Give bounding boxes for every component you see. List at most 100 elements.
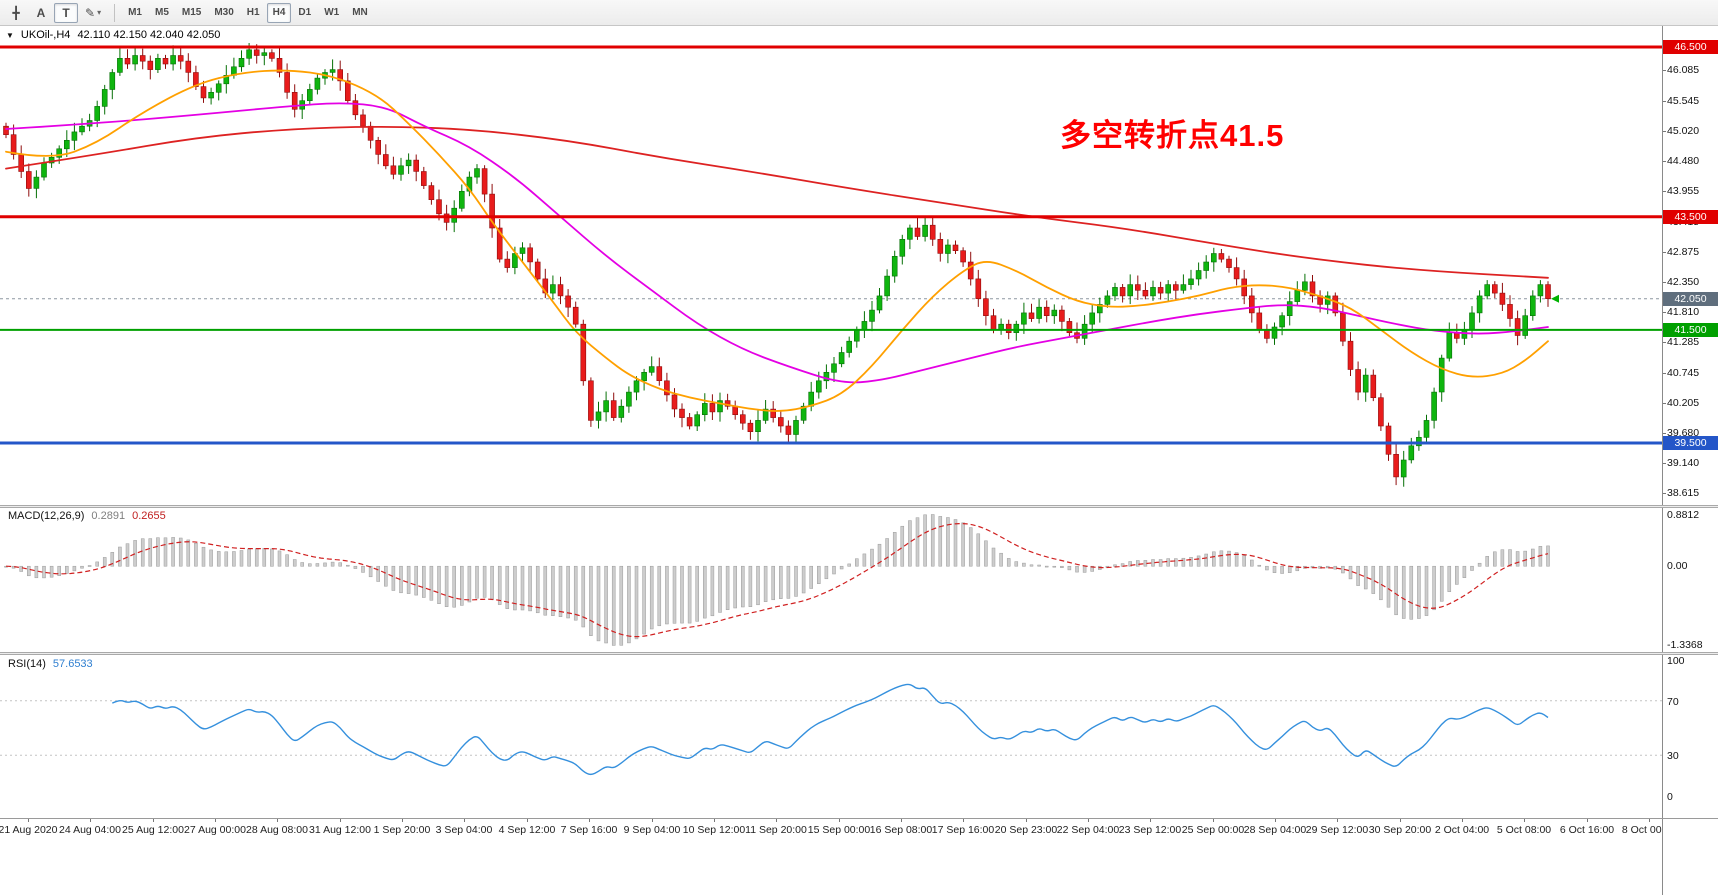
- macd-signal-value: 0.2655: [132, 510, 166, 522]
- timeframe-d1[interactable]: D1: [298, 7, 312, 18]
- axis-tick-mark: [1663, 131, 1666, 132]
- price-tick-label: 40.745: [1667, 366, 1700, 379]
- toolbar-label-tool[interactable]: T: [54, 2, 78, 23]
- price-level-badge: 39.500: [1663, 435, 1718, 450]
- toolbar-crosshair-tool[interactable]: ╋: [4, 3, 28, 23]
- axis-tick-mark: [1663, 463, 1666, 464]
- price-level-badge: 46.500: [1663, 40, 1718, 54]
- timeframe-m15[interactable]: M15: [181, 7, 202, 18]
- rsi-axis-label: 100: [1667, 655, 1685, 667]
- time-axis-label: 30 Sep 20:00: [1368, 824, 1432, 836]
- macd-axis-label: -1.3368: [1667, 639, 1703, 651]
- toolbar-drawing-tools-dropdown[interactable]: ✎ ▾: [79, 3, 107, 23]
- time-axis-label: 5 Oct 08:00: [1496, 824, 1552, 836]
- chart-title: ▼ UKOil-,H4 42.110 42.150 42.040 42.050: [6, 29, 220, 41]
- time-tick: [402, 818, 403, 822]
- toolbar-text-tool[interactable]: A: [29, 3, 53, 23]
- price-tick-label: 46.085: [1667, 64, 1700, 77]
- time-axis-label: 17 Sep 16:00: [931, 824, 995, 836]
- time-axis-label: 6 Oct 16:00: [1559, 824, 1615, 836]
- timeframe-m30[interactable]: M30: [214, 7, 234, 18]
- label-tool-icon: T: [62, 5, 70, 20]
- axis-tick-mark: [1663, 493, 1666, 494]
- timeframe-h1[interactable]: H1: [246, 7, 260, 18]
- time-tick: [1524, 818, 1525, 822]
- price-tick-label: 42.875: [1667, 246, 1700, 259]
- price-tick-label: 45.545: [1667, 95, 1700, 108]
- time-tick: [652, 818, 653, 822]
- time-axis-label: 10 Sep 12:00: [682, 824, 746, 836]
- timeframe-m1[interactable]: M1: [128, 7, 142, 18]
- chart-menu-icon[interactable]: ▼: [6, 30, 14, 40]
- time-tick: [1649, 818, 1650, 822]
- macd-main-value: 0.2891: [91, 510, 126, 522]
- time-axis-line: [0, 818, 1718, 819]
- time-tick: [1275, 818, 1276, 822]
- time-axis-label: 27 Aug 00:00: [184, 824, 246, 836]
- time-tick: [1400, 818, 1401, 822]
- panel-divider-macd[interactable]: [0, 505, 1718, 508]
- time-axis-label: 23 Sep 12:00: [1118, 824, 1182, 836]
- time-tick: [1150, 818, 1151, 822]
- price-tick-label: 43.955: [1667, 184, 1700, 197]
- panel-divider-rsi[interactable]: [0, 652, 1718, 655]
- time-tick: [1088, 818, 1089, 822]
- time-tick: [1462, 818, 1463, 822]
- price-tick-label: 44.480: [1667, 155, 1700, 168]
- rsi-axis-label: 70: [1667, 696, 1679, 708]
- axis-tick-mark: [1663, 403, 1666, 404]
- time-tick: [1213, 818, 1214, 822]
- drawing-tools-group: ╋ A T ✎ ▾: [4, 0, 107, 25]
- time-axis-label: 28 Sep 04:00: [1243, 824, 1307, 836]
- rsi-line: [112, 683, 1549, 776]
- macd-panel-canvas[interactable]: [0, 508, 1662, 652]
- time-axis-label: 22 Sep 04:00: [1056, 824, 1120, 836]
- macd-histogram: [4, 514, 1550, 646]
- time-tick: [28, 818, 29, 822]
- time-tick: [153, 818, 154, 822]
- timeframe-w1[interactable]: W1: [324, 7, 340, 18]
- chart-area[interactable]: ▼ UKOil-,H4 42.110 42.150 42.040 42.050 …: [0, 26, 1718, 895]
- price-tick-label: 38.615: [1667, 487, 1700, 500]
- time-axis-label: 25 Aug 12:00: [122, 824, 184, 836]
- time-axis-label: 16 Sep 08:00: [869, 824, 933, 836]
- timeframe-m5[interactable]: M5: [154, 7, 169, 18]
- time-tick: [589, 818, 590, 822]
- ma-mid-magenta: [5, 102, 1549, 384]
- rsi-name: RSI(14): [8, 658, 46, 670]
- time-axis-label: 28 Aug 08:00: [246, 824, 308, 836]
- crosshair-tool-icon: ╋: [12, 5, 20, 20]
- rsi-panel-canvas[interactable]: [0, 655, 1662, 818]
- price-axis[interactable]: 46.08545.54545.02044.48043.95543.41542.8…: [1662, 26, 1718, 895]
- time-axis-label: 25 Sep 00:00: [1181, 824, 1245, 836]
- axis-tick-mark: [1663, 70, 1666, 71]
- price-chart-canvas[interactable]: [0, 26, 1662, 505]
- time-tick: [839, 818, 840, 822]
- macd-axis-label: 0.00: [1667, 560, 1688, 572]
- timeframes-group: M1 M5 M15 M30 H1 H4 D1 W1 MN: [122, 0, 374, 25]
- text-tool-icon: A: [36, 5, 46, 20]
- time-tick: [901, 818, 902, 822]
- time-tick: [776, 818, 777, 822]
- time-axis-label: 11 Sep 20:00: [745, 824, 807, 836]
- time-tick: [714, 818, 715, 822]
- axis-tick-mark: [1663, 161, 1666, 162]
- time-axis-label: 3 Sep 04:00: [435, 824, 493, 836]
- rsi-axis-label: 0: [1667, 791, 1673, 803]
- time-tick: [1026, 818, 1027, 822]
- ma-slow-red: [5, 126, 1549, 279]
- price-tick-label: 39.140: [1667, 457, 1700, 470]
- time-axis-label: 4 Sep 12:00: [498, 824, 556, 836]
- chart-annotation-text: 多空转折点41.5: [1060, 118, 1285, 153]
- drawing-tools-dropdown-icon: ✎: [85, 5, 96, 20]
- time-axis-label: 7 Sep 16:00: [560, 824, 618, 836]
- time-axis[interactable]: 21 Aug 2020 24 Aug 04:00 25 Aug 12:00 27 Au…: [0, 818, 1718, 895]
- price-tick-label: 40.205: [1667, 397, 1700, 410]
- macd-name: MACD(12,26,9): [8, 510, 85, 522]
- timeframe-h4[interactable]: H4: [266, 2, 292, 23]
- price-level-badge: 42.050: [1663, 291, 1718, 306]
- time-tick: [1337, 818, 1338, 822]
- timeframe-mn[interactable]: MN: [352, 7, 368, 18]
- axis-tick-mark: [1663, 252, 1666, 253]
- time-axis-label: 21 Aug 2020: [0, 824, 58, 836]
